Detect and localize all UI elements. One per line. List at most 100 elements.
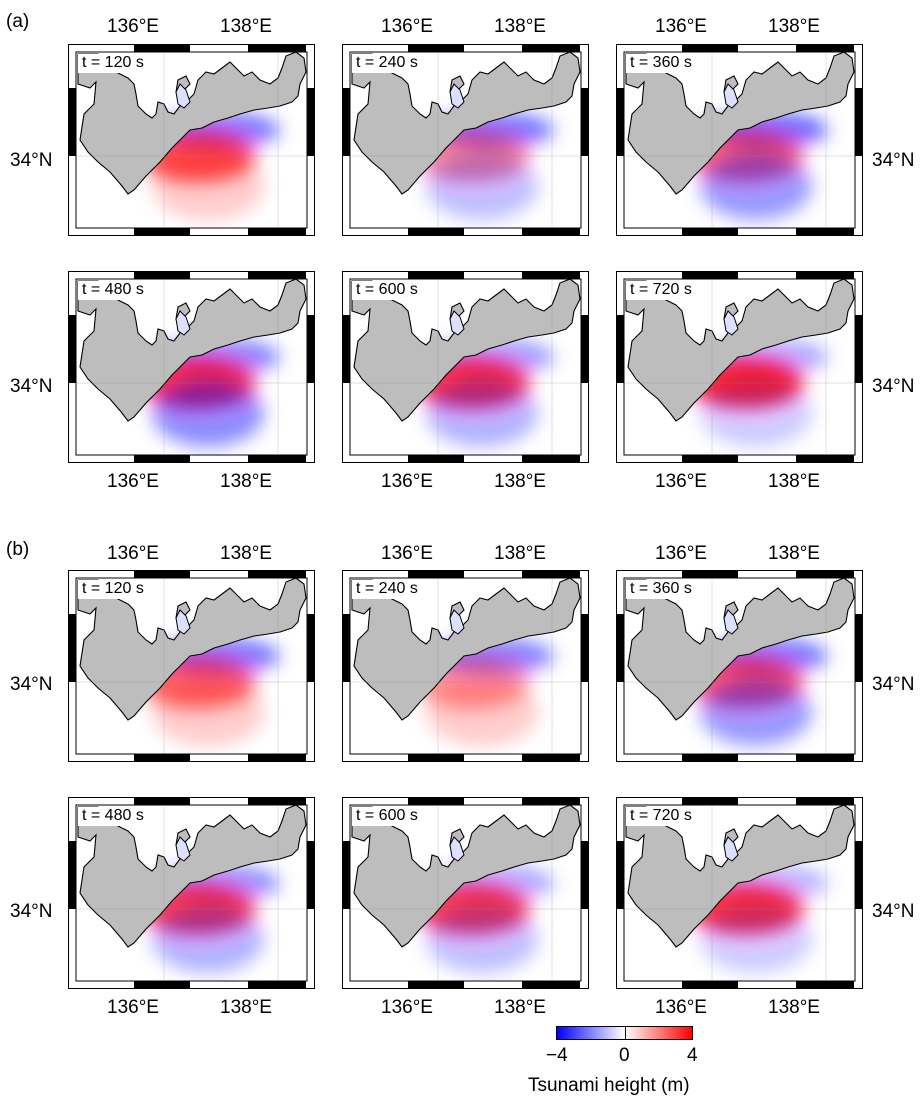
colorbar-mid-label: 0 — [619, 1045, 630, 1066]
frame-tick — [248, 228, 306, 236]
frame-tick — [68, 614, 76, 682]
map-svg — [342, 797, 589, 989]
frame-tick — [581, 88, 589, 156]
time-label: t = 240 s — [352, 580, 422, 599]
frame-tick — [581, 315, 589, 383]
map-panel: t = 240 s — [342, 44, 589, 236]
lon-label: 136°E — [381, 471, 433, 492]
bay — [449, 609, 465, 635]
lon-label: 138°E — [494, 543, 546, 564]
frame-tick — [408, 570, 464, 578]
frame-tick — [522, 797, 580, 805]
bay — [723, 310, 739, 336]
frame-tick — [342, 841, 350, 909]
lon-label: 136°E — [107, 543, 159, 564]
frame-tick — [522, 754, 580, 762]
bay — [449, 310, 465, 336]
frame-tick — [682, 271, 738, 279]
frame-tick — [522, 271, 580, 279]
lon-label: 138°E — [768, 543, 820, 564]
negative-anomaly — [152, 905, 264, 973]
frame-tick — [134, 271, 190, 279]
lon-label: 136°E — [381, 543, 433, 564]
frame-tick — [408, 754, 464, 762]
time-label: t = 240 s — [352, 54, 422, 73]
map-panel: t = 720 s — [616, 271, 863, 463]
time-label: t = 600 s — [352, 807, 422, 826]
frame-tick — [248, 981, 306, 989]
map-panel: t = 360 s — [616, 570, 863, 762]
bay — [449, 83, 465, 109]
map-svg — [68, 797, 315, 989]
land — [625, 578, 855, 721]
land — [625, 52, 855, 195]
lat-label: 34°N — [872, 376, 915, 397]
frame-tick — [307, 841, 315, 909]
colorbar-min-label: −4 — [546, 1045, 568, 1066]
frame-tick — [522, 455, 580, 463]
negative-anomaly — [700, 152, 812, 220]
land — [625, 279, 855, 422]
frame-tick — [855, 614, 863, 682]
map-svg — [68, 570, 315, 762]
frame-tick — [134, 570, 190, 578]
map-panel: t = 480 s — [68, 271, 315, 463]
frame-tick — [134, 981, 190, 989]
bay — [723, 836, 739, 862]
land — [77, 805, 307, 948]
frame-tick — [796, 271, 854, 279]
frame-tick — [796, 570, 854, 578]
map-svg — [68, 271, 315, 463]
frame-tick — [682, 754, 738, 762]
bay — [175, 310, 191, 336]
map-panel: t = 600 s — [342, 271, 589, 463]
frame-tick — [307, 88, 315, 156]
time-label: t = 600 s — [352, 281, 422, 300]
land — [625, 805, 855, 948]
frame-tick — [248, 797, 306, 805]
frame-tick — [342, 88, 350, 156]
frame-tick — [855, 841, 863, 909]
frame-tick — [682, 228, 738, 236]
panel-label-a: (a) — [6, 11, 30, 32]
land — [351, 805, 581, 948]
lat-label: 34°N — [872, 150, 915, 171]
time-label: t = 120 s — [78, 54, 148, 73]
frame-tick — [248, 570, 306, 578]
frame-tick — [796, 797, 854, 805]
bay — [723, 83, 739, 109]
frame-tick — [408, 271, 464, 279]
land — [77, 279, 307, 422]
land — [351, 52, 581, 195]
lon-label: 136°E — [381, 16, 433, 37]
frame-tick — [796, 44, 854, 52]
lon-label: 138°E — [220, 997, 272, 1018]
frame-tick — [855, 315, 863, 383]
negative-anomaly — [426, 379, 538, 447]
frame-tick — [342, 315, 350, 383]
map-svg — [616, 44, 863, 236]
frame-tick — [522, 570, 580, 578]
frame-tick — [682, 981, 738, 989]
frame-tick — [682, 570, 738, 578]
frame-tick — [796, 455, 854, 463]
frame-tick — [522, 981, 580, 989]
positive-anomaly — [426, 678, 538, 746]
lat-label: 34°N — [872, 901, 915, 922]
lon-label: 136°E — [107, 16, 159, 37]
positive-anomaly — [152, 678, 264, 746]
frame-tick — [68, 88, 76, 156]
frame-tick — [581, 841, 589, 909]
frame-tick — [408, 797, 464, 805]
time-label: t = 480 s — [78, 807, 148, 826]
time-label: t = 720 s — [626, 807, 696, 826]
lon-label: 138°E — [768, 997, 820, 1018]
frame-tick — [682, 455, 738, 463]
lon-label: 138°E — [220, 543, 272, 564]
frame-tick — [248, 271, 306, 279]
colorbar — [556, 1026, 693, 1040]
time-label: t = 480 s — [78, 281, 148, 300]
positive-anomaly — [152, 152, 264, 220]
bay — [175, 83, 191, 109]
map-panel: t = 240 s — [342, 570, 589, 762]
